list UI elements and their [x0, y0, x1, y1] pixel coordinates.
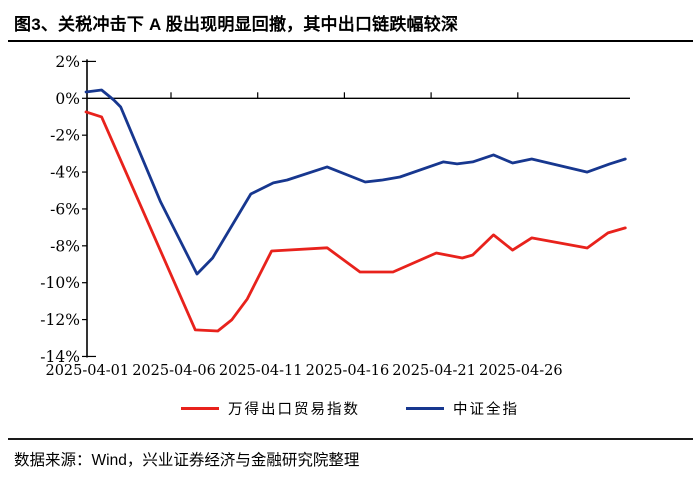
- chart-area: 2% 0% -2% -4% -6% -8% -10% -12% -14% 2025-04-01 20…: [40, 53, 630, 379]
- y-tick-label: -12%: [40, 311, 80, 329]
- y-tick-label: 2%: [55, 53, 80, 71]
- y-tick-label: -6%: [50, 200, 80, 218]
- x-tick-label: 2025-04-16: [306, 363, 390, 379]
- y-tick-label: -4%: [50, 164, 80, 182]
- y-tick-label: 0%: [55, 90, 80, 108]
- x-tick-label: 2025-04-01: [45, 363, 129, 379]
- x-tick-label: 2025-04-06: [132, 363, 216, 379]
- series-line-万得出口贸易指数: [84, 110, 627, 333]
- y-tick-label: -8%: [50, 237, 80, 255]
- y-tick-label: -2%: [50, 127, 80, 145]
- y-tick-label: -14%: [40, 348, 80, 366]
- x-tick-label: 2025-04-11: [219, 363, 303, 379]
- x-tick-label: 2025-04-26: [479, 363, 563, 379]
- blue-line-swatch: [406, 407, 444, 410]
- line-chart: 2%0%-2%-4%-6%-8%-10%-12%-14%2025-04-01 20…: [40, 53, 630, 379]
- figure-title: 图3、关税冲击下 A 股出现明显回撤，其中出口链跌幅较深: [14, 15, 459, 34]
- x-tick-label: 2025-04-21: [392, 363, 476, 379]
- legend-label-csi-all-share: 中证全指: [453, 402, 519, 418]
- legend-label-export-index: 万得出口贸易指数: [228, 402, 360, 418]
- title-underline: [8, 40, 693, 42]
- legend-item-export-index: 万得出口贸易指数: [181, 398, 360, 419]
- y-tick-label: -10%: [40, 274, 80, 292]
- chart-legend: 万得出口贸易指数 中证全指: [0, 398, 700, 419]
- footer-divider: [8, 438, 693, 440]
- legend-item-csi-all-share: 中证全指: [406, 398, 519, 419]
- data-source: 数据来源：Wind，兴业证券经济与金融研究院整理: [14, 452, 360, 469]
- series-line-中证全指: [84, 88, 627, 276]
- red-line-swatch: [181, 407, 219, 410]
